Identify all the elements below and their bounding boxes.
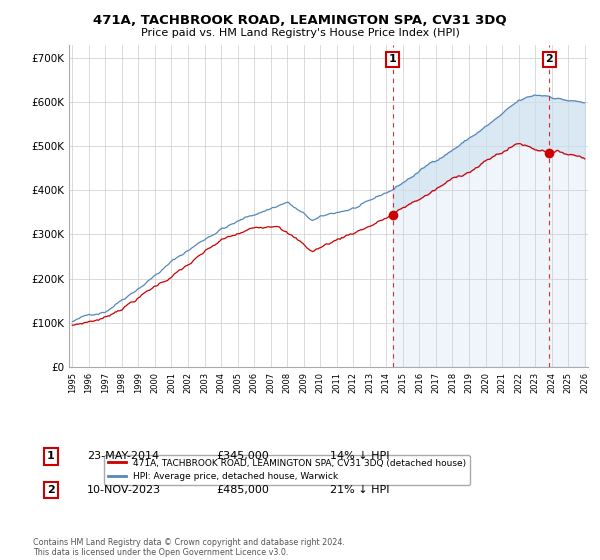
Text: 2: 2	[47, 485, 55, 495]
Text: Price paid vs. HM Land Registry's House Price Index (HPI): Price paid vs. HM Land Registry's House …	[140, 28, 460, 38]
Text: 14% ↓ HPI: 14% ↓ HPI	[330, 451, 389, 461]
Legend: 471A, TACHBROOK ROAD, LEAMINGTON SPA, CV31 3DQ (detached house), HPI: Average pr: 471A, TACHBROOK ROAD, LEAMINGTON SPA, CV…	[104, 455, 470, 484]
Text: Contains HM Land Registry data © Crown copyright and database right 2024.
This d: Contains HM Land Registry data © Crown c…	[33, 538, 345, 557]
Text: 1: 1	[389, 54, 397, 64]
Text: 2: 2	[545, 54, 553, 64]
Text: 10-NOV-2023: 10-NOV-2023	[87, 485, 161, 495]
Text: £345,000: £345,000	[216, 451, 269, 461]
Text: £485,000: £485,000	[216, 485, 269, 495]
Text: 1: 1	[47, 451, 55, 461]
Text: 21% ↓ HPI: 21% ↓ HPI	[330, 485, 389, 495]
Text: 23-MAY-2014: 23-MAY-2014	[87, 451, 159, 461]
Text: 471A, TACHBROOK ROAD, LEAMINGTON SPA, CV31 3DQ: 471A, TACHBROOK ROAD, LEAMINGTON SPA, CV…	[93, 14, 507, 27]
